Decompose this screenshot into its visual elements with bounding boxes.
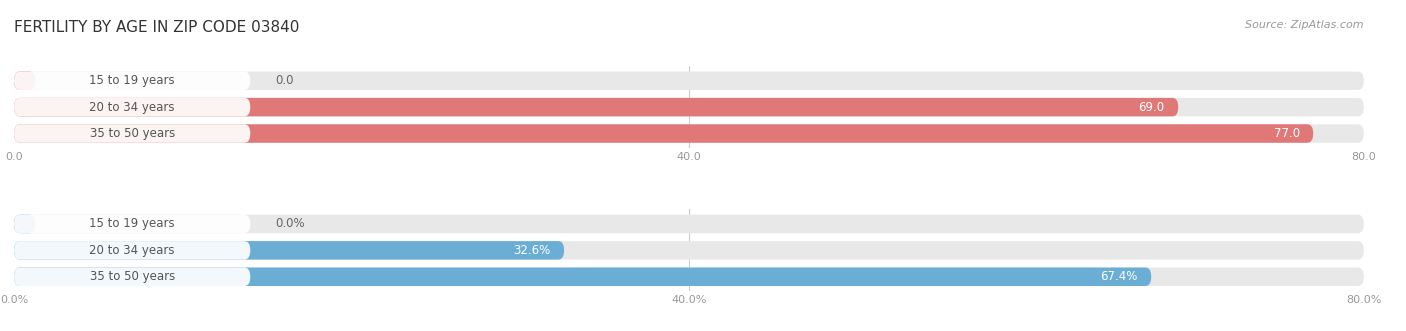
Text: 77.0: 77.0 [1274,127,1299,140]
FancyBboxPatch shape [14,241,1364,260]
FancyBboxPatch shape [14,215,1364,233]
FancyBboxPatch shape [14,71,250,90]
Text: 32.6%: 32.6% [513,244,551,257]
Text: 20 to 34 years: 20 to 34 years [90,101,174,114]
FancyBboxPatch shape [14,124,1364,143]
Text: FERTILITY BY AGE IN ZIP CODE 03840: FERTILITY BY AGE IN ZIP CODE 03840 [14,20,299,35]
Text: 35 to 50 years: 35 to 50 years [90,127,174,140]
Text: 0.0%: 0.0% [276,217,305,230]
FancyBboxPatch shape [14,215,35,233]
Text: 15 to 19 years: 15 to 19 years [90,217,174,230]
Text: 67.4%: 67.4% [1101,270,1137,283]
FancyBboxPatch shape [14,98,1178,117]
FancyBboxPatch shape [14,267,1364,286]
Text: 20 to 34 years: 20 to 34 years [90,244,174,257]
FancyBboxPatch shape [14,124,250,143]
FancyBboxPatch shape [14,71,35,90]
Text: 35 to 50 years: 35 to 50 years [90,270,174,283]
Text: 15 to 19 years: 15 to 19 years [90,74,174,87]
FancyBboxPatch shape [14,241,564,260]
FancyBboxPatch shape [14,98,250,117]
FancyBboxPatch shape [14,124,1313,143]
FancyBboxPatch shape [14,241,250,260]
FancyBboxPatch shape [14,267,250,286]
FancyBboxPatch shape [14,215,250,233]
Text: 69.0: 69.0 [1139,101,1164,114]
Text: Source: ZipAtlas.com: Source: ZipAtlas.com [1246,20,1364,30]
FancyBboxPatch shape [14,98,1364,117]
Text: 0.0: 0.0 [276,74,294,87]
FancyBboxPatch shape [14,71,1364,90]
FancyBboxPatch shape [14,267,1152,286]
